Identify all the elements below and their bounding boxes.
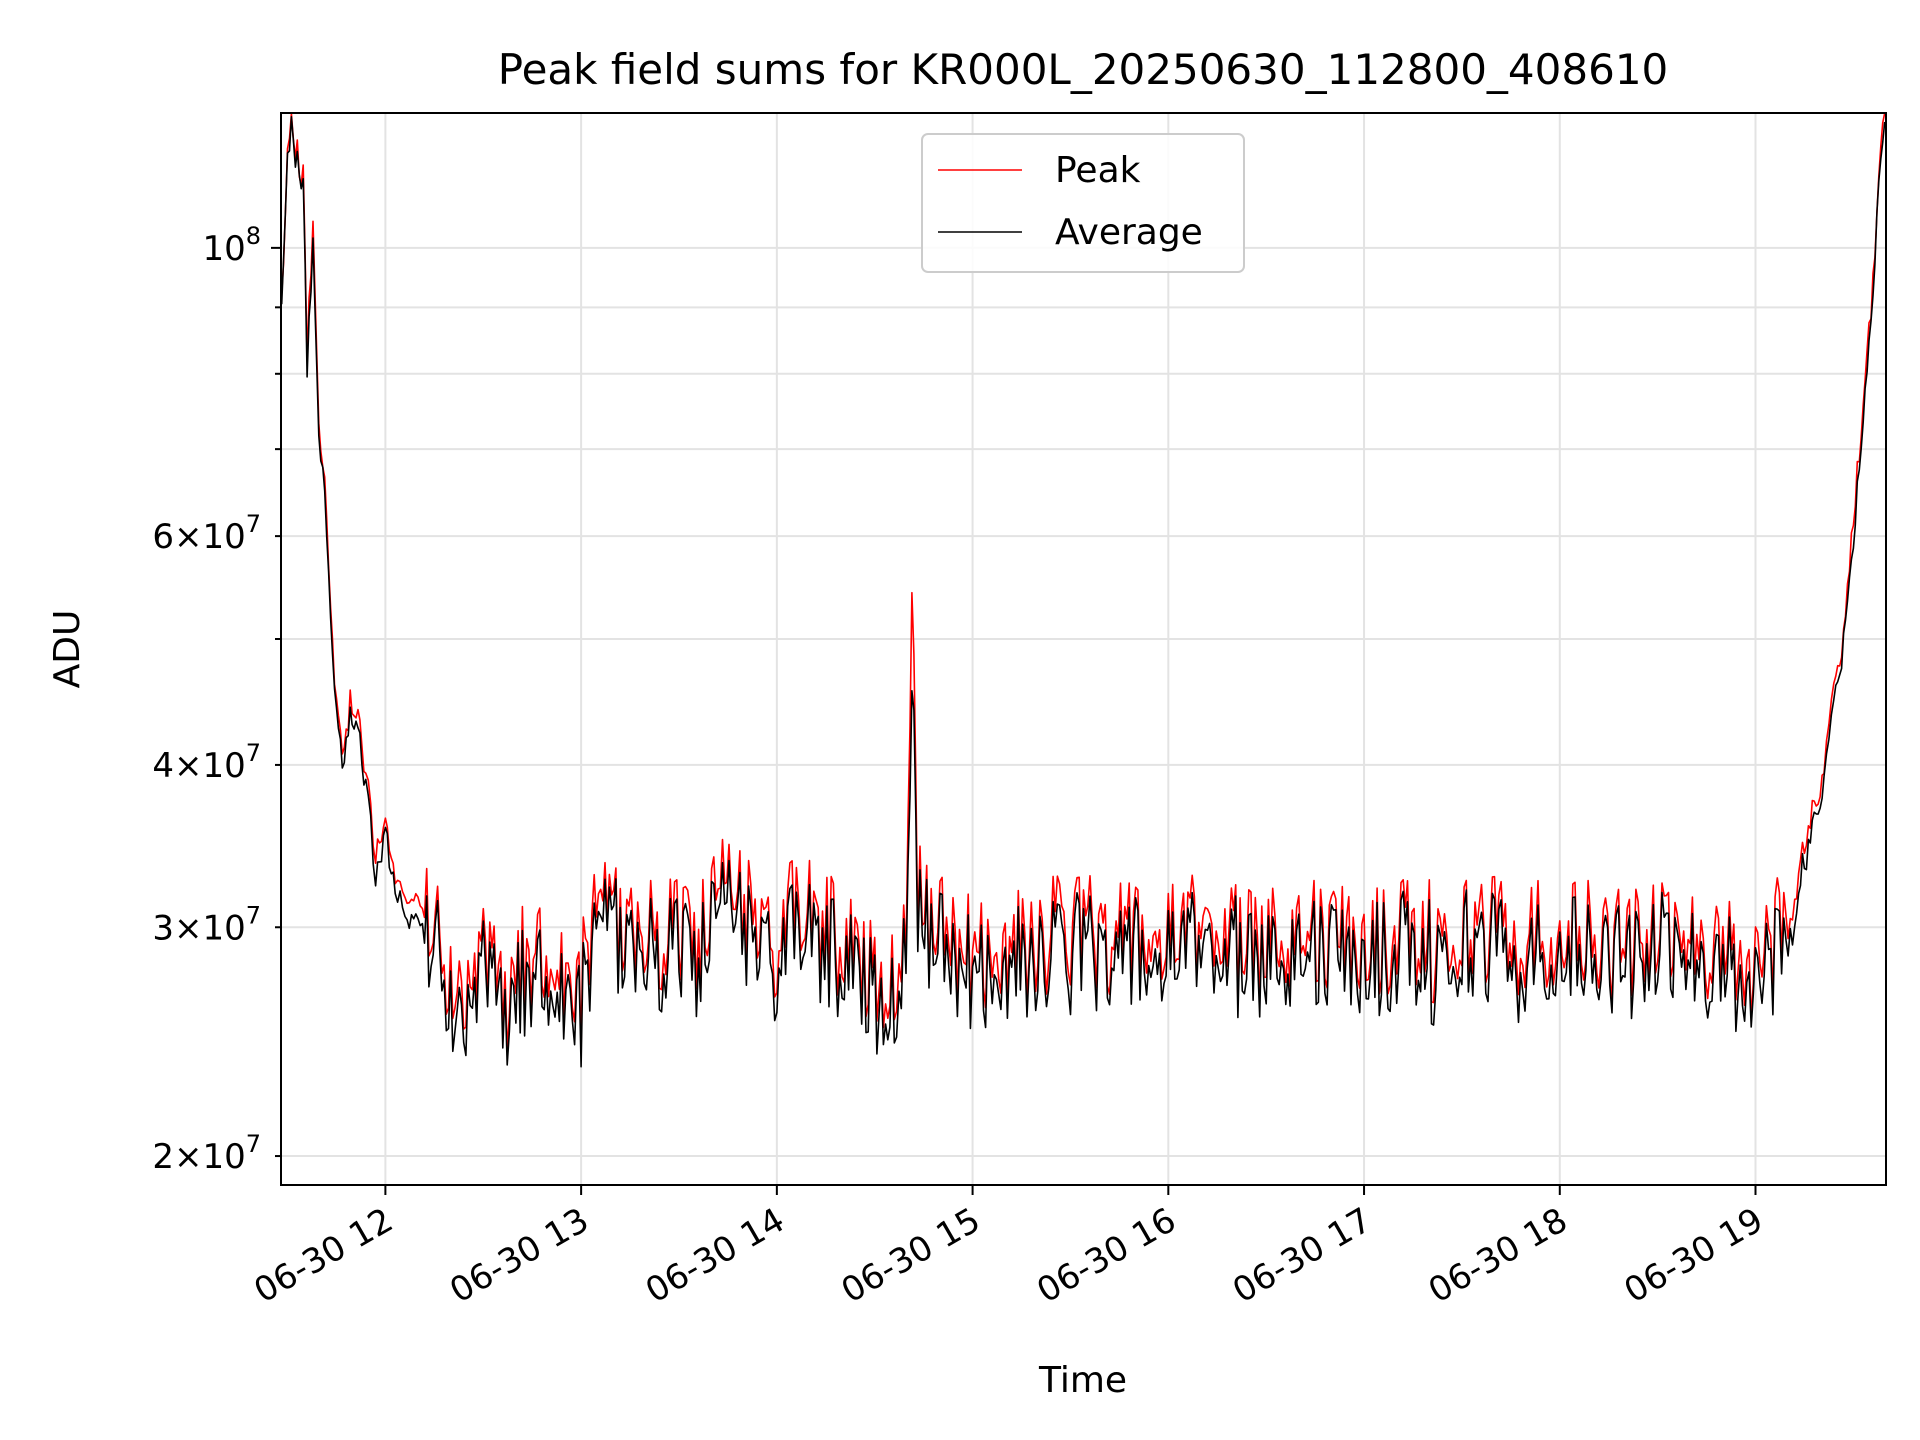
y-axis-label: ADU — [47, 610, 88, 689]
x-axis-label: Time — [1038, 1360, 1127, 1401]
y-tick-label: 4×107 — [152, 739, 261, 786]
legend-label-peak: Peak — [1055, 150, 1141, 191]
legend-label-average: Average — [1055, 212, 1203, 253]
y-tick-label: 2×107 — [152, 1130, 261, 1177]
chart-title: Peak field sums for KR000L_20250630_1128… — [498, 45, 1669, 94]
y-tick-label: 6×107 — [152, 510, 261, 557]
y-axis: 108 2×107 3×107 4×107 6×107 — [152, 222, 281, 1177]
y-tick-label: 108 — [202, 222, 261, 269]
series-layer — [281, 113, 1886, 1068]
legend: Peak Average — [921, 133, 1245, 273]
y-tick-label: 3×107 — [152, 901, 261, 948]
legend-box — [921, 133, 1245, 273]
series-line-average — [281, 116, 1886, 1068]
plot-frame — [280, 112, 1887, 1186]
